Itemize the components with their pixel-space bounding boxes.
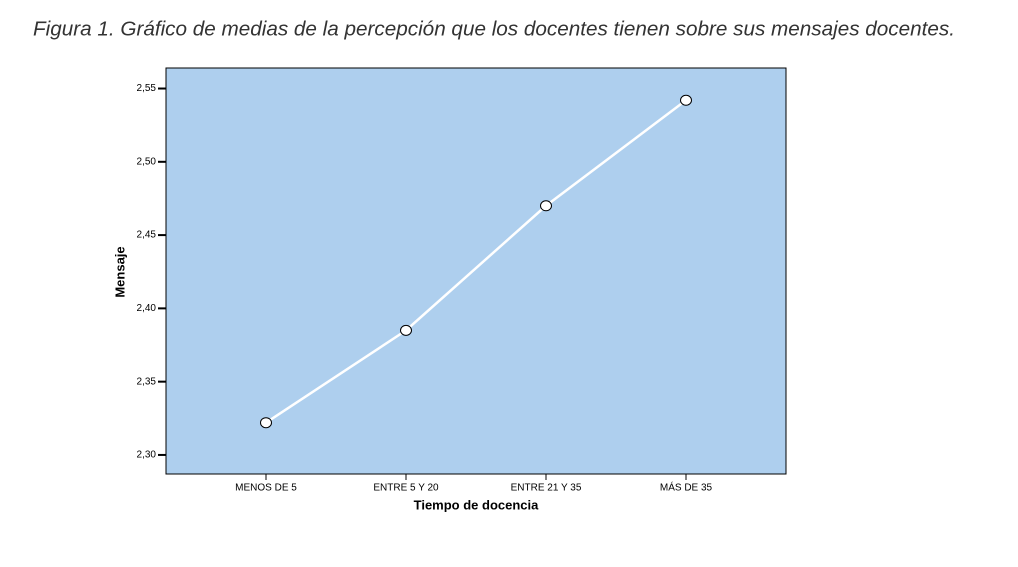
y-tick-label: 2,55 bbox=[137, 83, 157, 94]
plot-area bbox=[165, 67, 787, 475]
data-point bbox=[540, 200, 552, 212]
data-point bbox=[400, 324, 412, 336]
y-tick-label: 2,45 bbox=[137, 230, 157, 241]
x-tick-label: ENTRE 21 Y 35 bbox=[511, 483, 582, 494]
series-line bbox=[265, 99, 687, 424]
x-tick-label: MENOS DE 5 bbox=[235, 483, 297, 494]
chart-title: Figura 1. Gráfico de medias de la percep… bbox=[33, 18, 955, 40]
y-tick-label: 2,50 bbox=[137, 156, 157, 167]
data-point bbox=[260, 417, 272, 429]
y-tick-label: 2,35 bbox=[137, 376, 157, 387]
x-axis-label: Tiempo de docencia bbox=[414, 497, 540, 512]
y-axis-label: Mensaje bbox=[112, 246, 127, 297]
data-point bbox=[680, 94, 692, 106]
x-tick-label: ENTRE 5 Y 20 bbox=[373, 483, 439, 494]
y-tick-label: 2,30 bbox=[137, 450, 157, 461]
y-tick-label: 2,40 bbox=[137, 303, 157, 314]
x-tick-label: MÁS DE 35 bbox=[660, 481, 713, 494]
